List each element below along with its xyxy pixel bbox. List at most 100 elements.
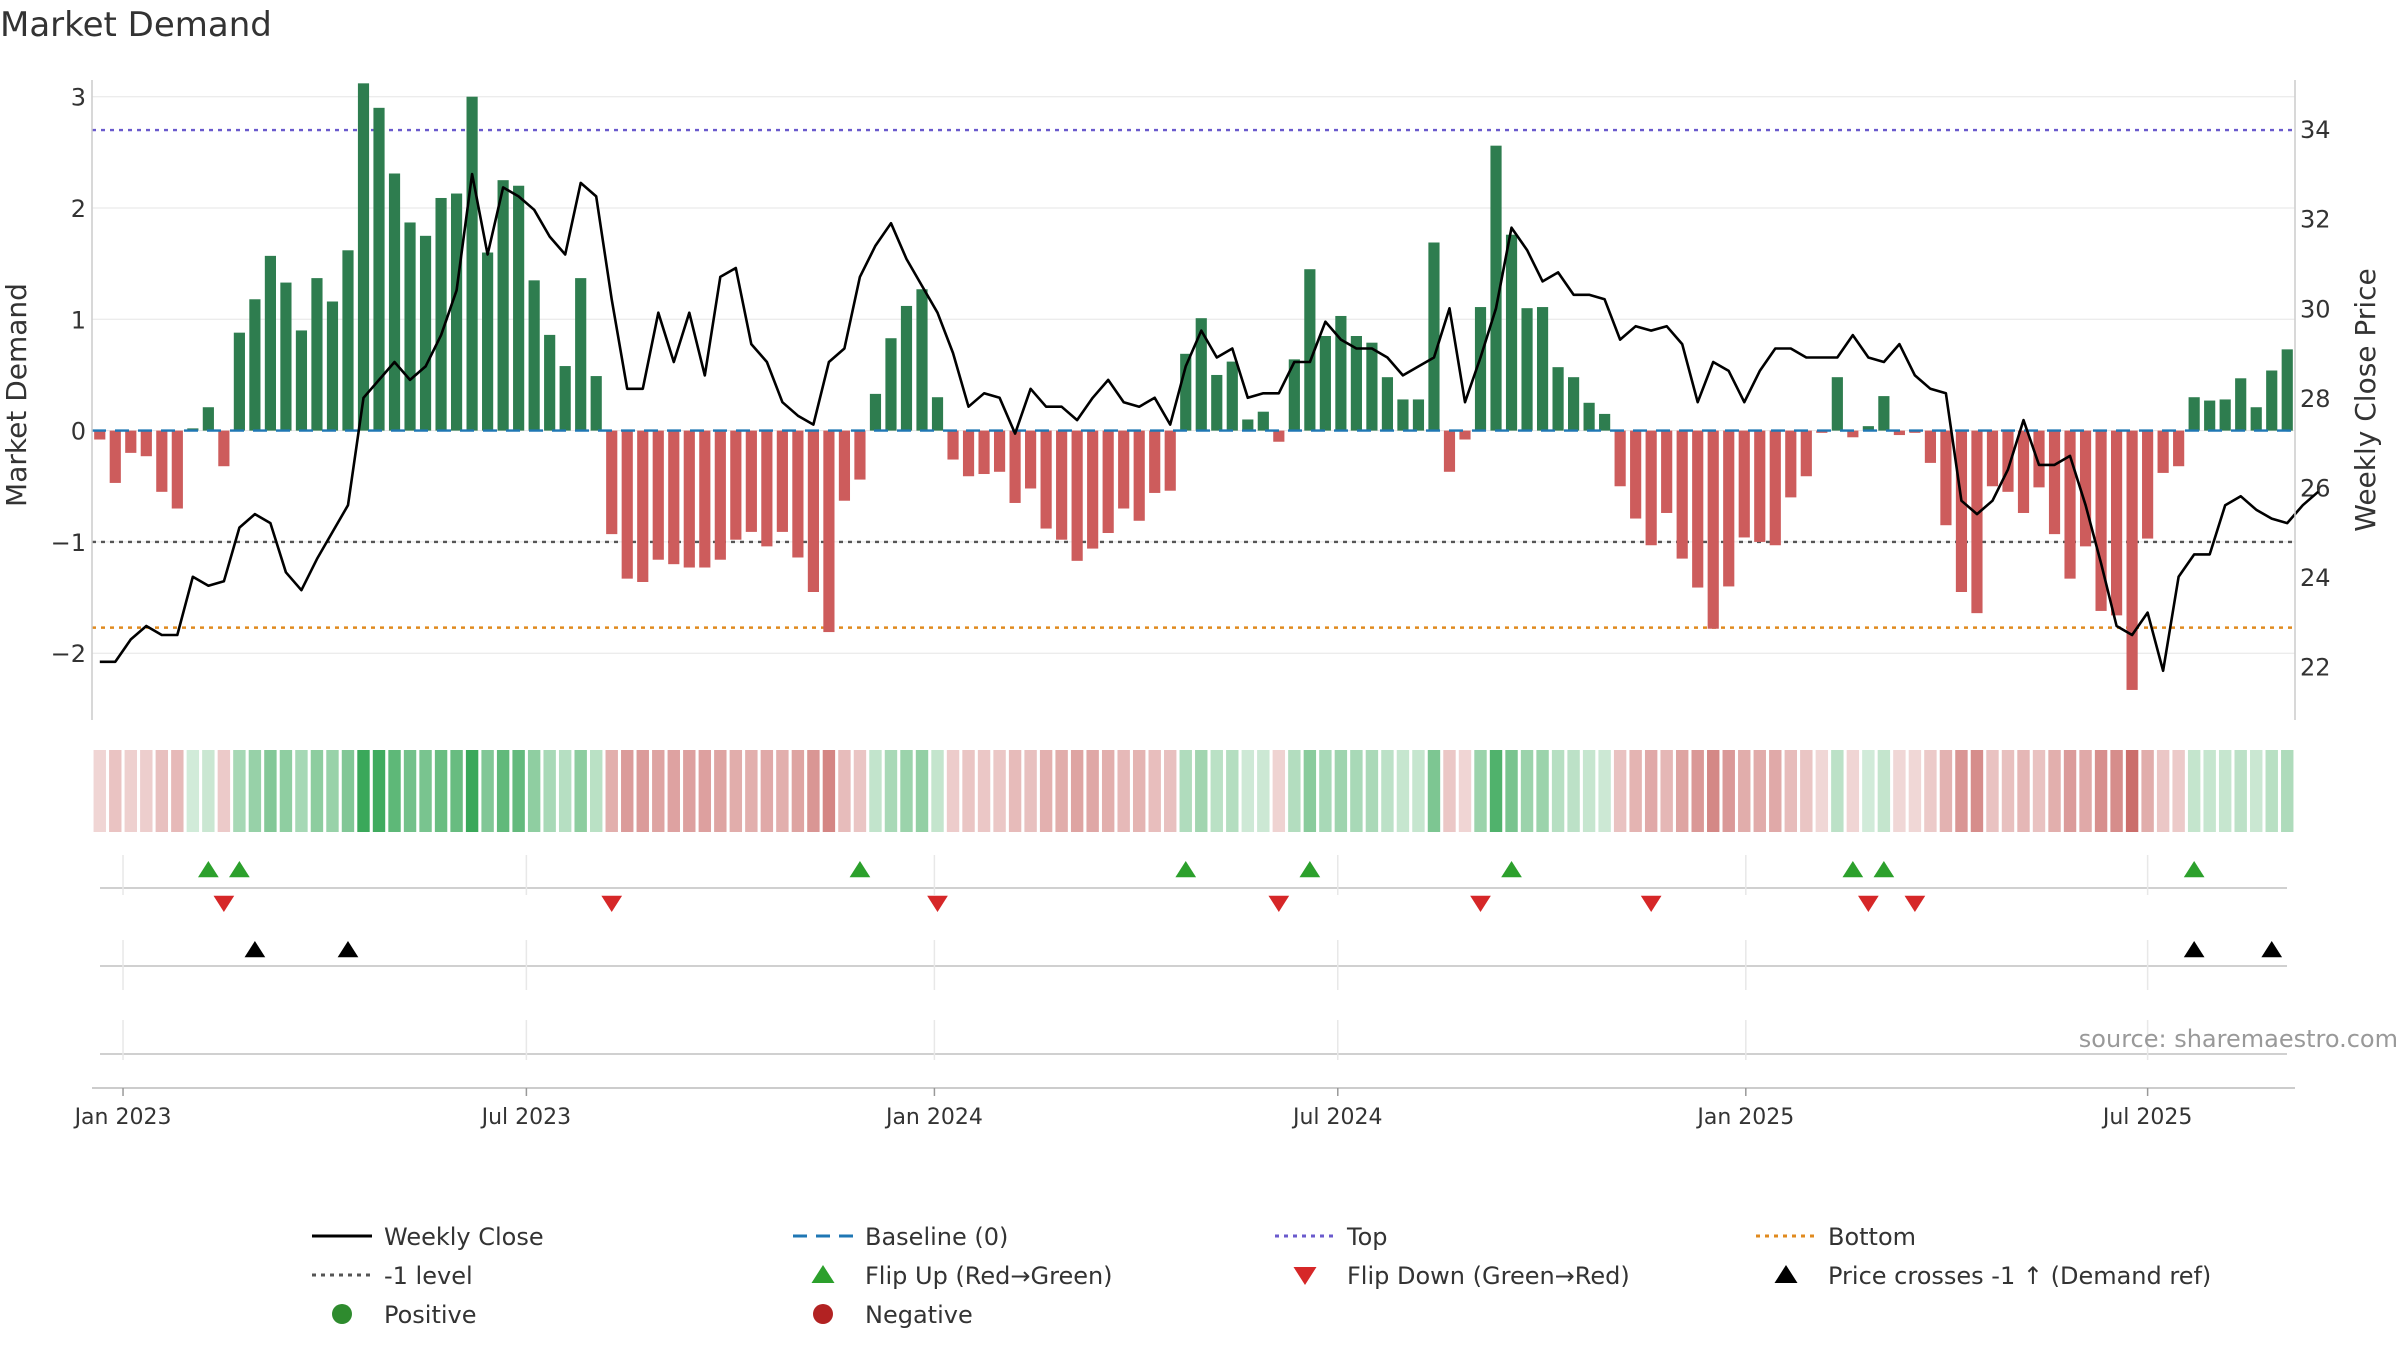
y-tick-label: 0 [71,418,86,446]
demand-bar [435,197,447,431]
strip-cell [2094,750,2108,832]
legend-item: Weekly Close [312,1223,544,1251]
chart-title: Market Demand [0,5,272,45]
strip-cell [1877,750,1891,832]
strip-cell [2281,750,2294,832]
strip-cell [419,750,432,832]
strip-cell [124,750,137,832]
strip-cell [946,750,960,832]
legend-item: Price crosses -1 ↑ (Demand ref) [1774,1262,2211,1290]
flip-down-marker [1640,895,1662,912]
flip-down-marker [927,895,948,912]
demand-bar [1521,308,1533,431]
demand-bar [125,430,137,453]
demand-bar [1397,399,1409,431]
demand-bar [1878,396,1890,431]
demand-bar [652,430,664,560]
strip-cell [465,750,479,832]
y-tick-label: −1 [51,529,86,557]
demand-bar [714,430,726,560]
flip-up-marker [849,861,871,878]
demand-bar [1862,426,1874,431]
strip-cell [1070,750,1084,832]
strip-cell [543,750,556,832]
demand-bar [1971,430,1983,614]
y2-tick-label: 34 [2300,116,2331,144]
demand-bar [264,255,276,431]
demand-bar [1304,269,1316,431]
strip-cell [2017,750,2030,832]
legend-item: Positive [332,1301,477,1329]
strip-cell [1691,750,1704,832]
strip-cell [683,750,696,832]
strip-cell [264,750,277,832]
demand-bar [1288,359,1300,431]
demand-bar [544,334,556,431]
demand-bar [2235,378,2247,431]
demand-bar [1599,413,1611,431]
demand-bar [730,430,742,540]
strip-cell [1055,750,1068,832]
demand-bar [1474,307,1487,431]
flip-down-marker [213,895,235,912]
demand-bar [993,430,1006,472]
demand-bar [916,289,928,431]
demand-bar [1381,377,1394,431]
strip-cell [1955,750,1968,832]
strip-cell [807,750,820,832]
flip-up-marker [2183,861,2205,878]
strip-cell [2250,750,2263,832]
strip-cell [1582,750,1596,832]
strip-cell [698,750,712,832]
strip-cell [186,750,200,832]
demand-bar [683,430,695,568]
demand-bar [962,430,975,477]
legend-item: Flip Down (Green→Red) [1293,1262,1630,1290]
strip-cell [745,750,758,832]
demand-bar [249,299,261,431]
demand-bar [2250,407,2262,431]
demand-bar [513,185,525,431]
strip-cell [1815,750,1829,832]
demand-bar [745,430,757,532]
demand-bar [1319,336,1331,431]
demand-bar [807,430,819,592]
strip-cell [155,750,169,832]
strip-cell [1381,750,1394,832]
demand-bar [466,96,478,431]
strip-cell [1008,750,1022,832]
strip-cell [2048,750,2061,832]
strip-cell [1288,750,1301,832]
strip-cell [202,750,215,832]
demand-bar [838,430,851,501]
strip-cell [2203,750,2216,832]
strip-cell [279,750,293,832]
strip-cell [1303,750,1317,832]
legend-swatch-circle [813,1304,833,1324]
demand-bar [1102,430,1114,534]
strip-cell [2110,750,2123,832]
source-credit: source: sharemaestro.com [2079,1025,2398,1053]
strip-cell [2001,750,2015,832]
strip-cell [1226,750,1239,832]
x-tick-label: Jul 2023 [480,1105,572,1130]
strip-cell [1257,750,1270,832]
y2-axis-label: Weekly Close Price [2349,268,2382,531]
strip-cell [1753,750,1766,832]
demand-bar [869,393,882,431]
strip-cell [1551,750,1565,832]
demand-bar [2142,430,2154,539]
strip-cell [1939,750,1953,832]
strip-cell [1241,750,1255,832]
flip-up-marker [198,861,219,878]
reference-lines [92,128,2295,629]
demand-bar [280,282,292,431]
demand-bar [575,278,587,431]
demand-bar [1568,377,1580,431]
strip-cell [1489,750,1503,832]
strip-cell [2079,750,2092,832]
demand-bar [559,366,571,431]
legend-label: Weekly Close [384,1223,544,1251]
strip-cell [1800,750,1813,832]
y2-tick-label: 32 [2300,206,2331,234]
